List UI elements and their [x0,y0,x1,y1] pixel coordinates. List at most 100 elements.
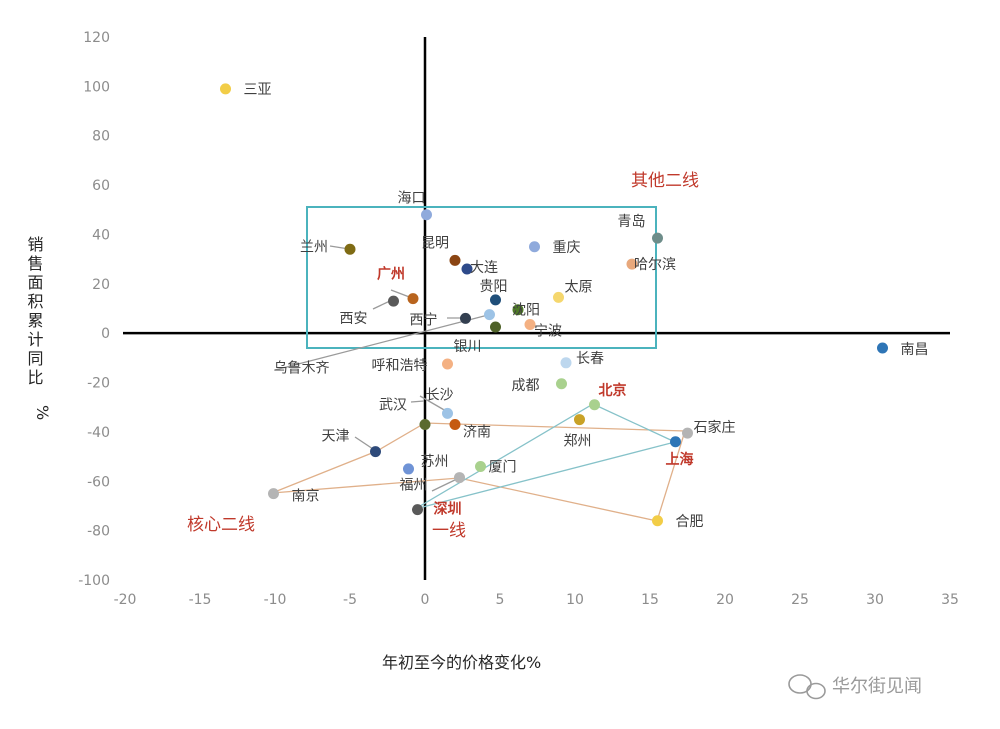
scatter-point [560,357,572,369]
x-tick-labels: -20 -15 -10 -5 0 5 10 15 20 25 30 35 [114,592,959,608]
scatter-point [553,291,564,303]
y-tick-label: -100 [78,573,110,589]
core-second-tier-outline [271,422,686,522]
point-label: 武汉 [379,398,407,414]
x-tick-label: 25 [791,592,809,608]
point-label: 长春 [576,351,604,367]
x-tick-label: -10 [264,592,287,608]
point-label: 宁波 [534,323,562,340]
x-tick-label: -20 [114,592,137,608]
x-tick-label: 10 [566,592,584,608]
scatter-point [512,304,524,316]
annotation-core-second-tier: 核心二线 [187,515,255,535]
scatter-point [449,419,461,431]
scatter-point [490,321,501,333]
y-tick-label: -40 [87,425,110,441]
scatter-point [556,378,567,390]
point-label: 乌鲁木齐 [274,361,330,377]
point-label: 贵阳 [480,279,508,295]
point-label: 天津 [322,429,350,445]
y-tick-label: 120 [83,30,110,46]
point-label: 兰州 [300,239,328,255]
point-label: 广州 [377,266,405,283]
scatter-point [484,309,495,321]
scatter-point [421,209,432,221]
scatter-point [490,294,501,306]
scatter-point [403,463,414,475]
point-label: 南昌 [901,342,929,358]
scatter-point [344,243,356,255]
y-tick-label: 20 [92,277,110,293]
y-tick-label: 80 [92,129,110,145]
point-label: 昆明 [421,235,449,251]
point-label: 深圳 [434,501,462,518]
scatter-point [670,436,681,448]
annotation-first-tier: 一线 [432,521,466,541]
annotation-other-second-tier: 其他二线 [631,171,699,191]
x-tick-label: 5 [496,592,505,608]
scatter-point [682,427,693,439]
point-label: 上海 [666,451,694,468]
x-axis-title: 年初至今的价格变化% [382,653,541,672]
point-label: 哈尔滨 [634,257,676,273]
y-axis-title: 销售面积累计同比 [25,236,44,388]
y-tick-label: -60 [87,474,110,490]
scatter-point [454,472,465,484]
point-label: 海口 [398,191,426,207]
scatter-point [388,295,399,307]
point-label: 呼和浩特 [372,358,428,374]
scatter-point [370,446,381,458]
x-tick-label: 0 [421,592,430,608]
first-tier-outline [414,403,677,510]
point-label: 北京 [599,382,627,399]
data-points [220,83,888,527]
scatter-point [461,263,473,275]
y-tick-label: 60 [92,178,110,194]
scatter-point [442,407,453,419]
scatter-point [475,460,486,472]
point-label: 西宁 [410,311,438,328]
point-label: 西安 [340,311,368,327]
point-label: 大连 [470,260,498,276]
y-tick-label: 0 [101,326,110,342]
point-label: 合肥 [676,514,704,530]
y-tick-label: 100 [83,79,110,95]
scatter-point [220,83,231,95]
point-label: 南京 [292,489,320,505]
point-label: 苏州 [421,454,449,470]
point-label: 太原 [565,279,593,295]
scatter-point [626,258,638,270]
y-axis-title-unit: % [33,405,52,420]
x-tick-label: 15 [641,592,659,608]
point-label: 长沙 [426,387,454,403]
scatter-point [877,342,888,354]
scatter-point [574,414,585,426]
y-tick-label: -20 [87,376,110,392]
other-second-tier-region [306,206,657,349]
point-label: 青岛 [618,214,646,230]
x-tick-label: 20 [716,592,734,608]
scatter-point [268,488,279,500]
scatter-point [449,254,461,266]
wechat-logo-icon [788,674,826,700]
x-tick-label: 35 [941,592,959,608]
point-label: 三亚 [244,82,272,98]
scatter-point [524,319,536,331]
point-label: 济南 [463,425,491,441]
point-label: 银川 [454,339,482,355]
point-label: 重庆 [553,240,581,256]
watermark: 华尔街见闻 [788,674,922,700]
y-tick-label: -80 [87,524,110,540]
point-label: 福州 [400,478,428,494]
y-tick-label: 40 [92,227,110,243]
point-label: 郑州 [564,434,592,450]
x-tick-label: 30 [866,592,884,608]
y-tick-labels: -100 -80 -60 -40 -20 0 20 40 60 80 100 120 [78,30,110,589]
point-label: 石家庄 [694,419,736,436]
scatter-point [529,241,540,253]
scatter-point [407,293,419,305]
scatter-point [419,419,431,431]
scatter-point [412,504,423,516]
